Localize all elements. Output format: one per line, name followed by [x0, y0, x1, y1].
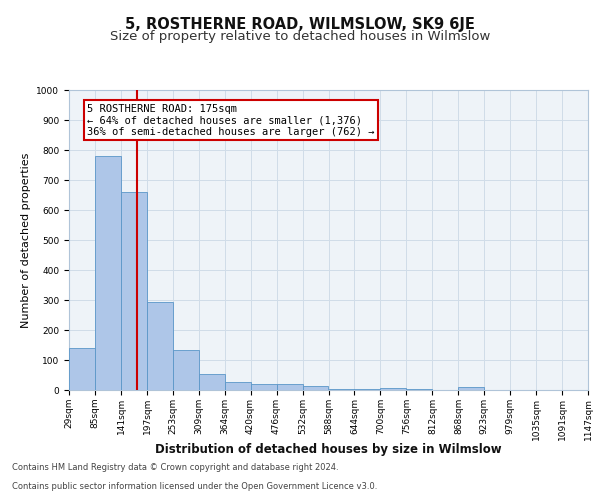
Text: 5, ROSTHERNE ROAD, WILMSLOW, SK9 6JE: 5, ROSTHERNE ROAD, WILMSLOW, SK9 6JE — [125, 18, 475, 32]
Text: Distribution of detached houses by size in Wilmslow: Distribution of detached houses by size … — [155, 442, 502, 456]
Y-axis label: Number of detached properties: Number of detached properties — [21, 152, 31, 328]
Bar — [173, 350, 199, 390]
Bar — [380, 388, 406, 390]
Bar — [329, 388, 355, 390]
Text: Contains public sector information licensed under the Open Government Licence v3: Contains public sector information licen… — [12, 482, 377, 491]
Bar — [406, 388, 433, 390]
Bar — [224, 382, 251, 390]
Bar — [121, 192, 147, 390]
Text: Size of property relative to detached houses in Wilmslow: Size of property relative to detached ho… — [110, 30, 490, 43]
Bar — [277, 384, 302, 390]
Bar — [251, 384, 277, 390]
Text: Contains HM Land Registry data © Crown copyright and database right 2024.: Contains HM Land Registry data © Crown c… — [12, 464, 338, 472]
Bar — [69, 348, 95, 390]
Bar — [199, 374, 225, 390]
Bar — [147, 302, 173, 390]
Bar — [95, 156, 121, 390]
Bar — [458, 387, 484, 390]
Text: 5 ROSTHERNE ROAD: 175sqm
← 64% of detached houses are smaller (1,376)
36% of sem: 5 ROSTHERNE ROAD: 175sqm ← 64% of detach… — [87, 104, 374, 136]
Bar — [302, 386, 329, 390]
